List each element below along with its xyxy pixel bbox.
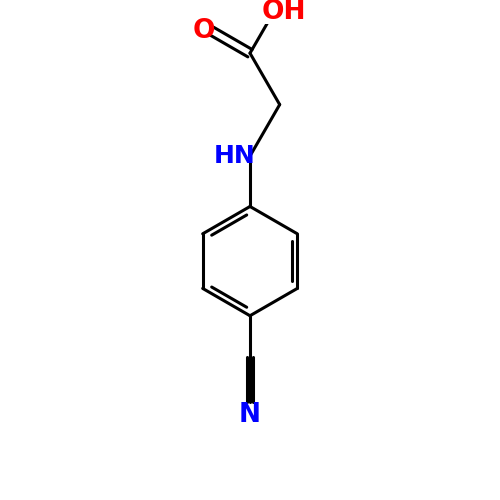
Text: O: O bbox=[193, 18, 216, 44]
Text: HN: HN bbox=[214, 144, 256, 168]
Text: OH: OH bbox=[262, 0, 306, 25]
Text: N: N bbox=[239, 402, 261, 428]
